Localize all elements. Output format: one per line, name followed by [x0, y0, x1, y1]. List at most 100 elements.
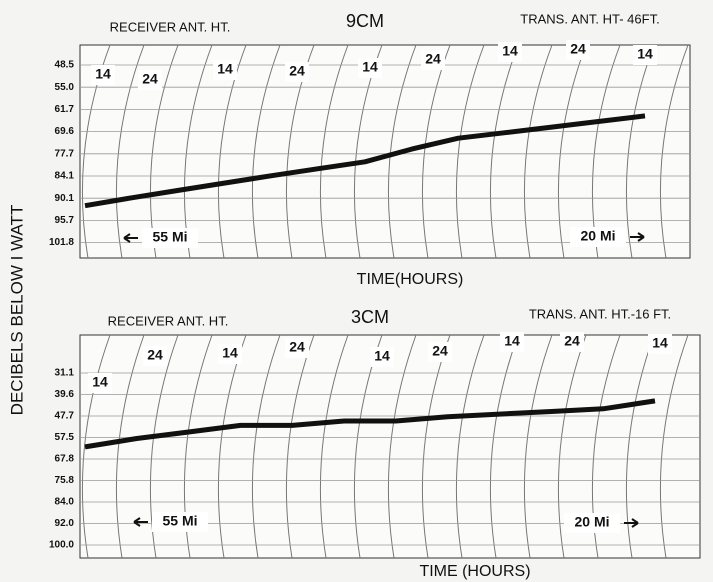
- height-label-bg: [218, 344, 242, 364]
- recorder-arc: [387, 44, 417, 259]
- distance-label: 20 Mi: [574, 514, 609, 530]
- height-label-bg: [633, 45, 657, 65]
- y-tick-label: 47.7: [55, 411, 75, 422]
- height-label-bg: [285, 62, 309, 82]
- recorder-arc: [285, 334, 315, 559]
- distance-label-bg: [152, 512, 208, 532]
- y-tick-label: 31.1: [55, 368, 75, 379]
- recorder-arc: [625, 44, 655, 259]
- height-label: 24: [425, 51, 441, 67]
- height-label-bg: [213, 60, 237, 80]
- height-label: 24: [432, 343, 448, 359]
- signal-trace: [84, 113, 646, 209]
- height-label: 14: [217, 61, 233, 77]
- height-label: 14: [502, 43, 518, 59]
- receiver-label: RECEIVER ANT. HT.: [110, 19, 231, 34]
- recorder-arc: [251, 334, 281, 559]
- panel-title: 3CM: [351, 307, 389, 327]
- y-tick-label: 75.8: [55, 475, 75, 486]
- height-label-bg: [285, 338, 309, 358]
- height-label-bg: [138, 70, 162, 90]
- height-label-bg: [358, 58, 382, 78]
- y-tick-label: 95.7: [55, 215, 75, 226]
- recorder-arc: [387, 334, 417, 559]
- y-tick-label: 61.7: [55, 104, 75, 115]
- height-label-bg: [428, 342, 452, 362]
- height-label-bg: [500, 332, 524, 352]
- plot-area: [79, 44, 691, 259]
- recorder-arc: [217, 44, 247, 259]
- y-tick-label: 57.5: [55, 432, 75, 443]
- height-label: 14: [374, 348, 390, 364]
- height-label: 24: [289, 339, 305, 355]
- height-label-bg: [566, 40, 590, 60]
- y-axis-label: DECIBELS BELOW I WATT: [7, 205, 26, 416]
- distance-label: 20 Mi: [580, 228, 615, 244]
- height-label: 14: [362, 59, 378, 75]
- distance-arrow: [630, 232, 645, 242]
- distance-label-bg: [564, 513, 620, 533]
- height-label: 14: [222, 345, 238, 361]
- height-label-bg: [421, 50, 445, 70]
- height-label: 14: [652, 335, 668, 351]
- distance-label-bg: [570, 227, 626, 247]
- height-label-bg: [498, 42, 522, 62]
- distance-label: 55 Mi: [152, 229, 187, 245]
- x-axis-label: TIME (HOURS): [419, 563, 530, 580]
- recorder-arc: [659, 334, 689, 559]
- height-label-bg: [88, 373, 112, 393]
- y-tick-label: 84.0: [55, 497, 75, 508]
- receiver-label: RECEIVER ANT. HT.: [108, 313, 229, 328]
- height-label: 14: [637, 46, 653, 62]
- recorder-arc: [115, 44, 145, 259]
- height-label: 24: [142, 71, 158, 87]
- height-label: 24: [289, 63, 305, 79]
- recorder-arc: [115, 334, 145, 559]
- recorder-arc: [523, 44, 553, 259]
- recorder-arc: [455, 334, 485, 559]
- y-tick-label: 92.0: [55, 518, 75, 529]
- recorder-arc: [421, 334, 451, 559]
- distance-label-bg: [142, 228, 198, 248]
- y-tick-label: 90.1: [55, 193, 75, 204]
- height-label-bg: [143, 346, 167, 366]
- y-tick-label: 101.8: [49, 237, 74, 248]
- height-label: 14: [95, 66, 111, 82]
- height-label-bg: [91, 65, 115, 85]
- height-label: 24: [570, 41, 586, 57]
- distance-arrow: [624, 518, 639, 528]
- height-label-bg: [560, 332, 584, 352]
- x-axis-label: TIME(HOURS): [357, 271, 464, 288]
- recorder-arc: [319, 334, 349, 559]
- y-tick-label: 84.1: [55, 171, 75, 182]
- recorder-arc: [557, 44, 587, 259]
- recorder-arc: [489, 44, 519, 259]
- height-label: 14: [92, 374, 108, 390]
- recorder-arc: [455, 44, 485, 259]
- y-tick-label: 39.6: [55, 389, 75, 400]
- recorder-arc: [81, 334, 111, 559]
- transmitter-label: TRANS. ANT. HT.-16 FT.: [529, 306, 671, 321]
- height-label-bg: [370, 347, 394, 367]
- y-tick-label: 77.7: [55, 148, 75, 159]
- recorder-arc: [659, 44, 689, 259]
- y-tick-label: 55.0: [55, 82, 75, 93]
- y-tick-label: 69.6: [55, 126, 75, 137]
- signal-trace: [84, 398, 656, 450]
- height-label: 14: [504, 333, 520, 349]
- transmitter-label: TRANS. ANT. HT- 46FT.: [520, 11, 659, 26]
- distance-arrow: [133, 517, 148, 527]
- recorder-arc: [625, 334, 655, 559]
- recorder-arc: [523, 334, 553, 559]
- y-tick-label: 48.5: [55, 60, 75, 71]
- height-label-bg: [648, 334, 672, 354]
- distance-label: 55 Mi: [162, 513, 197, 529]
- recorder-arc: [319, 44, 349, 259]
- recorder-arc: [421, 44, 451, 259]
- recorder-arc: [557, 334, 587, 559]
- height-label: 24: [147, 347, 163, 363]
- y-tick-label: 67.8: [55, 454, 75, 465]
- distance-arrow: [123, 233, 138, 243]
- recorder-arc: [489, 334, 519, 559]
- height-label: 24: [564, 333, 580, 349]
